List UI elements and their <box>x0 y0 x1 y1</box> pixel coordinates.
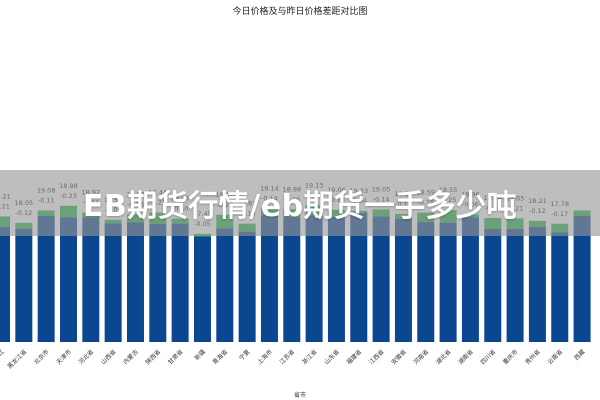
today-price-bar <box>350 212 368 342</box>
banner-title: EB期货行情/eb期货一手多少吨 <box>82 189 518 224</box>
x-axis-label: 省市 <box>294 391 306 399</box>
x-tick-label: 青海省 <box>211 348 229 366</box>
today-price-bar <box>305 215 323 342</box>
x-tick-label: 江苏省 <box>278 348 296 366</box>
today-price-bar <box>528 226 546 342</box>
today-price-bar <box>193 236 211 342</box>
today-price-bar <box>171 223 189 342</box>
x-tick-label: 陕西省 <box>144 348 162 366</box>
today-price-bar <box>283 217 301 342</box>
x-tick-label: 福建省 <box>345 348 363 366</box>
chart-title: 今日价格及与昨日价格差距对比图 <box>232 5 367 17</box>
today-price-bar <box>439 222 457 342</box>
x-tick-label: 云南省 <box>546 348 564 366</box>
x-tick-label: 天津市 <box>55 348 73 366</box>
today-price-bar <box>484 229 502 342</box>
x-tick-label: 新疆 <box>193 348 207 362</box>
x-tick-label: 重庆市 <box>501 348 519 366</box>
x-tick-label: 河北省 <box>77 348 95 366</box>
x-tick-label: 安徽省 <box>389 348 407 366</box>
x-tick-label: 江西省 <box>367 348 385 366</box>
today-price-bar <box>394 218 412 342</box>
today-price-bar <box>216 228 234 342</box>
today-price-bar <box>260 215 278 342</box>
x-tick-label: 山东省 <box>322 348 340 366</box>
x-tick-label: 湖南省 <box>456 348 474 366</box>
x-tick-label: 宁夏 <box>237 348 251 362</box>
today-price-bar <box>417 222 435 342</box>
x-tick-label: 湖北省 <box>434 348 452 366</box>
today-price-bar <box>82 218 100 342</box>
x-tick-label: 北京市 <box>32 348 50 366</box>
x-tick-label: 河南省 <box>412 348 430 366</box>
x-tick-label: 浙江省 <box>300 348 318 366</box>
today-price-bar <box>506 228 524 342</box>
today-price-bar <box>461 217 479 342</box>
today-price-bar <box>104 223 122 342</box>
today-price-bar <box>15 228 33 342</box>
x-tick-label: 甘肃省 <box>166 348 184 366</box>
today-price-bar <box>126 222 144 342</box>
x-tick-label: 黑龙江省 <box>6 348 29 371</box>
today-price-bar <box>238 231 256 342</box>
x-tick-label: 四川省 <box>479 348 497 366</box>
x-tick-label: 西藏 <box>572 348 586 362</box>
x-tick-label: 上海市 <box>255 348 273 366</box>
today-price-bar <box>149 224 167 342</box>
today-price-bar <box>327 216 345 342</box>
x-tick-label: 山西省 <box>99 348 117 366</box>
x-tick-label: 黑龙江 <box>0 348 6 366</box>
x-tick-labels: 黑龙江 黑龙江省 北京市 天津市 河北省 山西省 内蒙古 陕西省 甘肃省 新疆 青海省 宁夏 上海市 江苏… <box>0 348 586 371</box>
today-price-bar <box>372 216 390 342</box>
today-price-bar <box>573 216 591 342</box>
title-banner: EB期货行情/eb期货一手多少吨 <box>0 170 600 236</box>
today-price-bar <box>59 217 77 342</box>
today-price-bar <box>37 216 55 342</box>
today-price-bar <box>0 226 10 342</box>
today-price-bar <box>551 232 569 342</box>
x-tick-label: 内蒙古 <box>121 348 139 366</box>
x-tick-label: 贵州省 <box>523 348 541 366</box>
